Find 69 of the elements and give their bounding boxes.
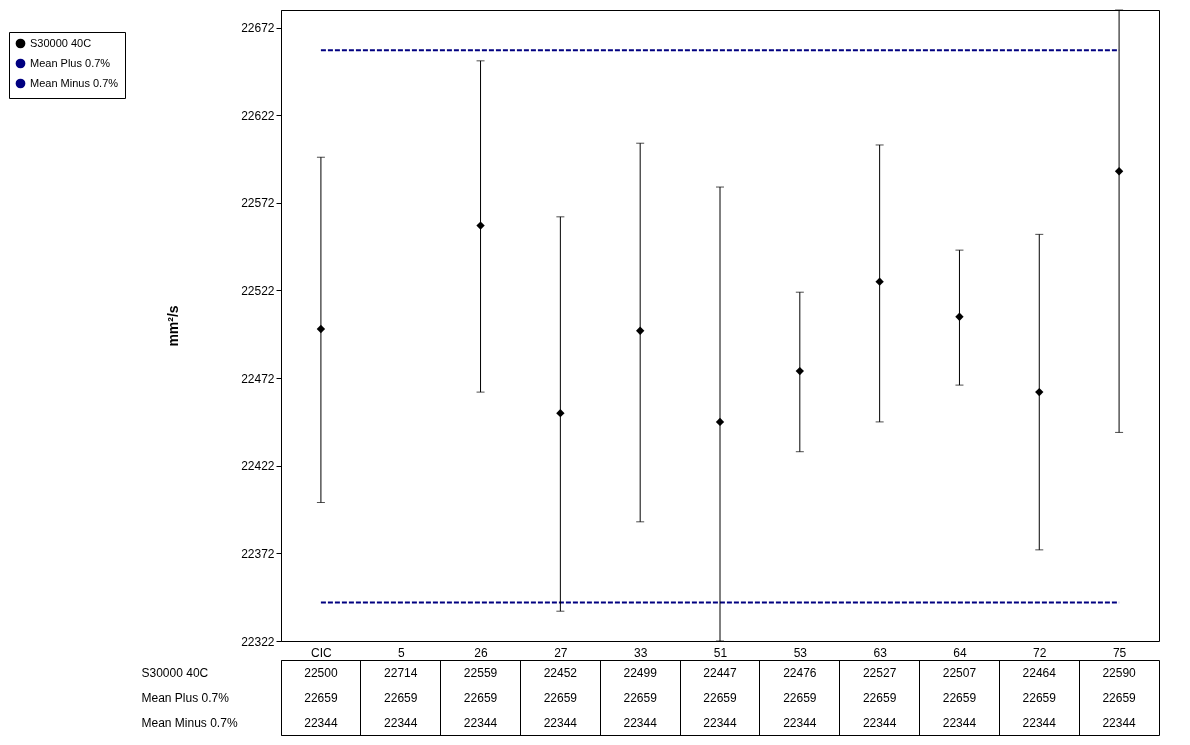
y-tick-label: 22322	[241, 634, 275, 649]
data-label: 22659	[623, 690, 658, 705]
y-tick-label: 22572	[241, 196, 275, 211]
data-label: 22590	[1102, 665, 1137, 680]
data-label: 22344	[623, 715, 658, 730]
data-label: 22659	[703, 690, 738, 705]
y-tick-label: 22522	[241, 283, 275, 298]
y-axis-title: mm²/s	[165, 305, 182, 347]
y-tick-label: 22622	[241, 108, 275, 123]
data-label: 22344	[1022, 715, 1057, 730]
data-label: 22659	[543, 690, 578, 705]
text: Mean Minus 0.7%	[141, 716, 238, 730]
y-tick-label: 22372	[241, 546, 275, 561]
text: Mean Plus 0.7%	[141, 691, 229, 705]
data-label: 22659	[384, 690, 418, 705]
point	[955, 312, 964, 321]
point	[316, 324, 326, 334]
data-label: 22344	[703, 715, 738, 730]
text: S30000 40C	[141, 666, 209, 680]
point	[556, 408, 565, 418]
legend-label: S30000 40C	[30, 36, 92, 49]
data-label: 22659	[862, 690, 897, 705]
data-label: 22344	[862, 715, 897, 730]
data-label: 22344	[783, 715, 817, 730]
point	[795, 366, 804, 376]
x-tick-label: 53	[793, 645, 808, 660]
x-tick-label: 63	[873, 645, 888, 660]
data-label: 22500	[304, 665, 338, 680]
y-tick-label: 22472	[241, 371, 275, 386]
x-tick-label: 27	[554, 645, 568, 660]
x-tick-label: 33	[634, 645, 648, 660]
x-tick-label: 5	[397, 645, 405, 660]
x-tick-label: 75	[1112, 645, 1127, 660]
data-label: 22344	[384, 715, 418, 730]
data-label: 22659	[1022, 690, 1057, 705]
y-tick-label: 22672	[241, 21, 275, 36]
data-label: 22659	[1102, 690, 1137, 705]
data-label: 22447	[703, 665, 738, 680]
data-label: 22659	[463, 690, 498, 705]
data-label: 22659	[942, 690, 977, 705]
data-label: 22559	[463, 665, 498, 680]
data-label: 22344	[1102, 715, 1137, 730]
point	[1114, 167, 1124, 176]
legend-label: Mean Plus 0.7%	[30, 56, 111, 69]
data-label: 22507	[942, 665, 977, 680]
point	[636, 326, 645, 335]
data-label: 22464	[1022, 665, 1057, 680]
text: 22714	[384, 665, 418, 680]
x-tick-label: 51	[713, 645, 728, 660]
point	[715, 417, 725, 427]
x-tick-label: 26	[474, 645, 489, 660]
data-label: 22659	[304, 690, 338, 705]
point	[875, 277, 884, 286]
x-tick-label: 64	[953, 645, 967, 660]
x-tick-label: 72	[1033, 645, 1047, 660]
legend-label: Mean Minus 0.7%	[30, 76, 119, 89]
y-tick-label: 22422	[241, 459, 275, 474]
data-label: 22344	[304, 715, 338, 730]
data-label: 22344	[463, 715, 498, 730]
data-label: 22527	[862, 665, 897, 680]
x-tick-label: CIC	[311, 645, 333, 660]
data-label: 22499	[623, 665, 658, 680]
data-label: 22344	[942, 715, 977, 730]
data-label: 22452	[543, 665, 578, 680]
data-label: 22476	[783, 665, 817, 680]
point	[476, 221, 485, 230]
data-label: 22344	[543, 715, 578, 730]
point	[1035, 387, 1044, 397]
data-label: 22659	[783, 690, 817, 705]
